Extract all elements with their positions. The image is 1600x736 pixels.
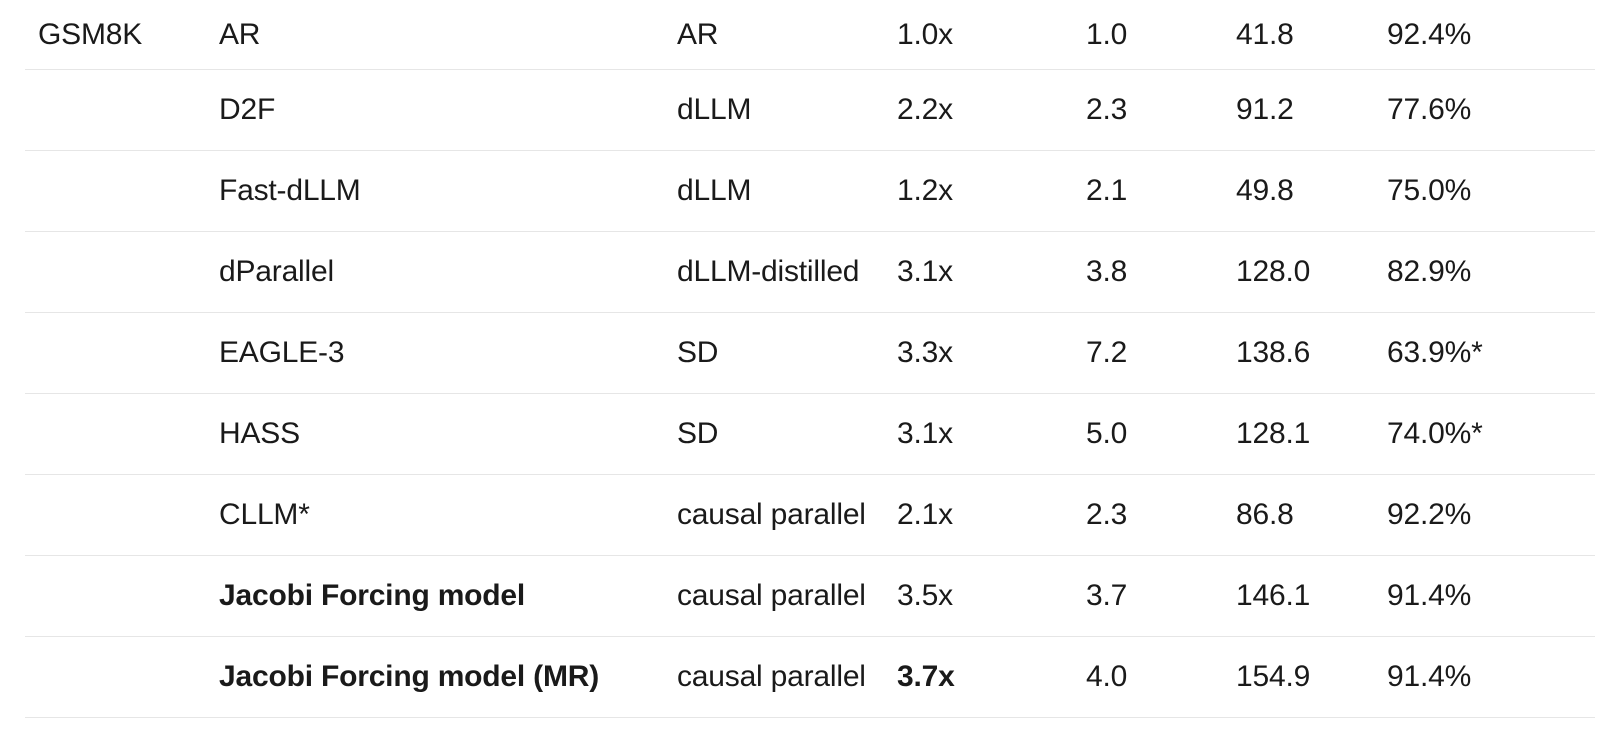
cell-metric-b: 49.8 bbox=[1236, 150, 1387, 232]
cell-method: dParallel bbox=[219, 231, 677, 313]
table-row: Jacobi Forcing model (MR) causal parallel… bbox=[25, 636, 1595, 718]
cell-accuracy: 75.0% bbox=[1387, 150, 1595, 232]
cell-metric-b: 146.1 bbox=[1236, 555, 1387, 637]
cell-type: causal parallel bbox=[677, 474, 897, 556]
cell-metric-b: 128.0 bbox=[1236, 231, 1387, 313]
cell-type: dLLM-distilled bbox=[677, 231, 897, 313]
cell-metric-b: 91.2 bbox=[1236, 69, 1387, 151]
cell-metric-a: 3.8 bbox=[1086, 231, 1236, 313]
table-row: GSM8K AR AR 1.0x 1.0 41.8 92.4% bbox=[25, 0, 1595, 70]
cell-type: dLLM bbox=[677, 150, 897, 232]
cell-method: AR bbox=[219, 0, 677, 70]
table-row: dParallel dLLM-distilled 3.1x 3.8 128.0 82.9% bbox=[25, 231, 1595, 313]
cell-metric-a: 2.3 bbox=[1086, 474, 1236, 556]
cell-type: dLLM bbox=[677, 69, 897, 151]
cell-type: causal parallel bbox=[677, 636, 897, 718]
cell-speedup: 3.1x bbox=[897, 393, 1086, 475]
cell-type: SD bbox=[677, 312, 897, 394]
table-row: D2F dLLM 2.2x 2.3 91.2 77.6% bbox=[25, 69, 1595, 151]
cell-type: SD bbox=[677, 393, 897, 475]
cell-metric-b: 86.8 bbox=[1236, 474, 1387, 556]
benchmark-results-table: GSM8K AR AR 1.0x 1.0 41.8 92.4% D2F dLLM 2.2x 2.3 9… bbox=[25, 0, 1595, 718]
cell-method: D2F bbox=[219, 69, 677, 151]
cell-speedup: 3.1x bbox=[897, 231, 1086, 313]
cell-accuracy: 91.4% bbox=[1387, 555, 1595, 637]
cell-accuracy: 77.6% bbox=[1387, 69, 1595, 151]
cell-accuracy: 82.9% bbox=[1387, 231, 1595, 313]
table-row: EAGLE-3 SD 3.3x 7.2 138.6 63.9%* bbox=[25, 312, 1595, 394]
cell-method: CLLM* bbox=[219, 474, 677, 556]
cell-accuracy: 92.2% bbox=[1387, 474, 1595, 556]
cell-speedup: 2.1x bbox=[897, 474, 1086, 556]
cell-metric-a: 2.3 bbox=[1086, 69, 1236, 151]
table-row: Jacobi Forcing model causal parallel 3.5x 3… bbox=[25, 555, 1595, 637]
cell-metric-b: 138.6 bbox=[1236, 312, 1387, 394]
cell-benchmark bbox=[25, 69, 219, 151]
cell-method: Jacobi Forcing model (MR) bbox=[219, 636, 677, 718]
cell-metric-a: 2.1 bbox=[1086, 150, 1236, 232]
cell-metric-a: 7.2 bbox=[1086, 312, 1236, 394]
cell-speedup: 3.7x bbox=[897, 636, 1086, 718]
cell-speedup: 1.0x bbox=[897, 0, 1086, 70]
cell-benchmark bbox=[25, 150, 219, 232]
cell-speedup: 3.5x bbox=[897, 555, 1086, 637]
cell-method: Jacobi Forcing model bbox=[219, 555, 677, 637]
cell-method: EAGLE-3 bbox=[219, 312, 677, 394]
cell-method: HASS bbox=[219, 393, 677, 475]
table-row: CLLM* causal parallel 2.1x 2.3 86.8 92.2% bbox=[25, 474, 1595, 556]
table-body: GSM8K AR AR 1.0x 1.0 41.8 92.4% D2F dLLM 2.2x 2.3 9… bbox=[25, 0, 1595, 718]
cell-benchmark bbox=[25, 312, 219, 394]
cell-benchmark bbox=[25, 636, 219, 718]
cell-metric-a: 4.0 bbox=[1086, 636, 1236, 718]
cell-metric-a: 1.0 bbox=[1086, 0, 1236, 70]
cell-benchmark bbox=[25, 231, 219, 313]
cell-accuracy: 74.0%* bbox=[1387, 393, 1595, 475]
cell-metric-a: 5.0 bbox=[1086, 393, 1236, 475]
cell-type: AR bbox=[677, 0, 897, 70]
cell-metric-b: 41.8 bbox=[1236, 0, 1387, 70]
cell-benchmark bbox=[25, 393, 219, 475]
cell-metric-b: 154.9 bbox=[1236, 636, 1387, 718]
cell-speedup: 3.3x bbox=[897, 312, 1086, 394]
cell-type: causal parallel bbox=[677, 555, 897, 637]
cell-accuracy: 92.4% bbox=[1387, 0, 1595, 70]
cell-metric-a: 3.7 bbox=[1086, 555, 1236, 637]
cell-benchmark: GSM8K bbox=[25, 0, 219, 70]
cell-speedup: 1.2x bbox=[897, 150, 1086, 232]
cell-accuracy: 63.9%* bbox=[1387, 312, 1595, 394]
cell-method: Fast-dLLM bbox=[219, 150, 677, 232]
cell-benchmark bbox=[25, 474, 219, 556]
table-row: Fast-dLLM dLLM 1.2x 2.1 49.8 75.0% bbox=[25, 150, 1595, 232]
table-row: HASS SD 3.1x 5.0 128.1 74.0%* bbox=[25, 393, 1595, 475]
cell-benchmark bbox=[25, 555, 219, 637]
cell-metric-b: 128.1 bbox=[1236, 393, 1387, 475]
cell-accuracy: 91.4% bbox=[1387, 636, 1595, 718]
cell-speedup: 2.2x bbox=[897, 69, 1086, 151]
